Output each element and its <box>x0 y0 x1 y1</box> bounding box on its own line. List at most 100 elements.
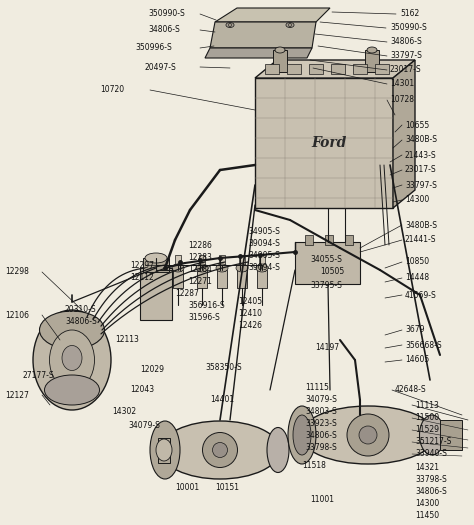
Text: 21441-S: 21441-S <box>405 236 437 245</box>
Bar <box>353 64 367 74</box>
Bar <box>143 258 169 272</box>
Bar <box>273 50 287 72</box>
Bar <box>237 270 247 288</box>
Text: 10655: 10655 <box>405 121 429 130</box>
Ellipse shape <box>267 427 289 472</box>
Text: 350990-S: 350990-S <box>390 24 427 33</box>
Text: 42648-S: 42648-S <box>395 385 427 394</box>
Text: 356668-S: 356668-S <box>405 341 442 350</box>
Text: 14301: 14301 <box>390 79 414 89</box>
Text: 41569-S: 41569-S <box>405 290 437 299</box>
Ellipse shape <box>301 406 436 464</box>
Text: 12029: 12029 <box>140 365 164 374</box>
Bar <box>140 268 172 320</box>
Text: 10001: 10001 <box>175 482 199 491</box>
Text: 12271: 12271 <box>188 277 212 286</box>
Text: 350996-S: 350996-S <box>135 44 172 52</box>
Text: 33795-S: 33795-S <box>310 280 342 289</box>
Bar <box>345 235 353 245</box>
Text: 11115: 11115 <box>305 383 329 393</box>
Ellipse shape <box>39 311 104 349</box>
Text: 3679: 3679 <box>405 326 425 334</box>
Ellipse shape <box>196 264 208 272</box>
Polygon shape <box>215 8 330 22</box>
Text: 12298: 12298 <box>5 268 29 277</box>
Ellipse shape <box>226 23 234 27</box>
Bar <box>197 270 207 288</box>
Ellipse shape <box>275 47 285 53</box>
Bar <box>259 255 265 271</box>
Text: 10151: 10151 <box>215 482 239 491</box>
Text: 34806-S: 34806-S <box>305 432 337 440</box>
Text: 14197: 14197 <box>315 343 339 352</box>
Text: 11001: 11001 <box>310 496 334 505</box>
Text: 33797-S: 33797-S <box>390 51 422 60</box>
Text: 358350-S: 358350-S <box>205 363 242 373</box>
Bar <box>295 242 360 284</box>
Text: 10728: 10728 <box>390 96 414 104</box>
Text: 350990-S: 350990-S <box>148 9 185 18</box>
Ellipse shape <box>150 421 180 479</box>
Bar <box>219 255 225 271</box>
Ellipse shape <box>145 253 167 263</box>
Bar <box>255 78 393 208</box>
Text: 33923-S: 33923-S <box>305 419 337 428</box>
Text: 12106: 12106 <box>5 310 29 320</box>
Text: 11500: 11500 <box>415 414 439 423</box>
Text: 3480B-S: 3480B-S <box>405 135 437 144</box>
Text: 3480B-S: 3480B-S <box>405 220 437 229</box>
Ellipse shape <box>228 24 232 26</box>
Bar <box>239 255 245 271</box>
Ellipse shape <box>347 414 389 456</box>
Text: 10505: 10505 <box>320 268 344 277</box>
Bar <box>365 50 379 72</box>
Ellipse shape <box>288 406 316 464</box>
Ellipse shape <box>293 415 311 455</box>
Text: 12112: 12112 <box>130 274 154 282</box>
Text: 12297: 12297 <box>130 260 154 269</box>
Text: 10850: 10850 <box>405 257 429 267</box>
Text: 39094-S: 39094-S <box>248 239 280 248</box>
Text: 34079-S: 34079-S <box>305 395 337 404</box>
Text: 34806-S: 34806-S <box>148 26 180 35</box>
Bar <box>257 270 267 288</box>
Ellipse shape <box>172 264 184 272</box>
Bar <box>375 64 389 74</box>
Text: 20497-S: 20497-S <box>145 62 177 71</box>
Text: 23017-S: 23017-S <box>405 165 437 174</box>
Bar <box>331 64 345 74</box>
Text: 12287: 12287 <box>175 289 199 299</box>
Text: 20310-S: 20310-S <box>65 306 97 314</box>
Polygon shape <box>205 48 312 58</box>
Text: 12405: 12405 <box>238 298 262 307</box>
Polygon shape <box>393 60 415 208</box>
Ellipse shape <box>160 421 280 479</box>
Text: 34806-S: 34806-S <box>65 318 97 327</box>
Ellipse shape <box>49 330 94 390</box>
Bar <box>440 420 462 450</box>
Ellipse shape <box>256 264 268 272</box>
Text: 10720: 10720 <box>100 86 124 94</box>
Ellipse shape <box>202 433 237 467</box>
Text: 14321: 14321 <box>415 463 439 471</box>
Text: 33798-S: 33798-S <box>305 444 337 453</box>
Ellipse shape <box>45 375 100 405</box>
Text: 12286: 12286 <box>188 240 212 249</box>
Text: 12284: 12284 <box>188 265 212 274</box>
Text: 11450: 11450 <box>415 510 439 520</box>
Text: 11529: 11529 <box>415 425 439 435</box>
Ellipse shape <box>62 345 82 371</box>
Ellipse shape <box>419 415 445 455</box>
Text: 34806-S: 34806-S <box>415 487 447 496</box>
Bar <box>287 64 301 74</box>
Text: 33798-S: 33798-S <box>415 475 447 484</box>
Text: 12283: 12283 <box>188 253 212 261</box>
Text: 14302: 14302 <box>112 407 136 416</box>
Ellipse shape <box>236 264 248 272</box>
Text: 39094-S: 39094-S <box>248 264 280 272</box>
Ellipse shape <box>216 264 228 272</box>
Text: 351217-S: 351217-S <box>415 437 451 446</box>
Bar <box>309 64 323 74</box>
Ellipse shape <box>286 23 294 27</box>
Text: 12127: 12127 <box>5 391 29 400</box>
